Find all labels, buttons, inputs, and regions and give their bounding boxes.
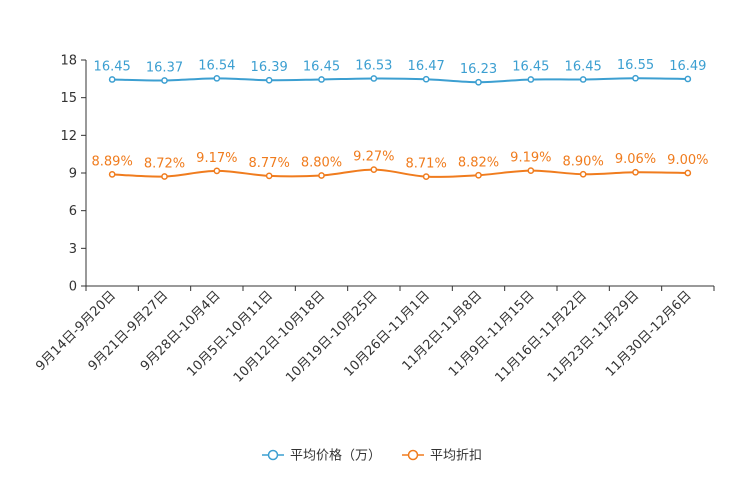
series-point-2[interactable] — [318, 172, 325, 179]
data-labels: 16.45 16.37 16.54 16.39 16.45 16.53 16.47 16.23… — [92, 58, 709, 171]
data-label-2: 9.19% — [510, 151, 551, 166]
series-point-1[interactable] — [213, 74, 221, 82]
series-point-1[interactable] — [370, 75, 378, 82]
series-point-2[interactable] — [265, 172, 273, 180]
series-point-1[interactable] — [684, 75, 692, 83]
series-point-2[interactable] — [684, 169, 692, 177]
series-point-2[interactable] — [579, 170, 587, 178]
y-tick-label: 3 — [69, 242, 77, 257]
data-label-1: 16.47 — [408, 59, 445, 74]
legend-marker-icon — [407, 449, 419, 461]
data-label-1: 16.45 — [565, 59, 602, 74]
legend-label: 平均价格（万） — [290, 448, 381, 464]
series-point-2[interactable] — [161, 173, 168, 180]
data-label-1: 16.45 — [94, 59, 131, 74]
series-point-1[interactable] — [318, 76, 325, 83]
series-line-2 — [112, 168, 688, 178]
legend-label: 平均折扣 — [430, 449, 482, 464]
data-label-2: 8.71% — [406, 157, 447, 172]
data-label-1: 16.23 — [460, 62, 497, 77]
series-point-1[interactable] — [527, 76, 535, 83]
y-tick-label: 12 — [60, 129, 77, 144]
data-label-2: 8.89% — [92, 154, 133, 169]
series-point-1[interactable] — [422, 75, 430, 83]
data-label-1: 16.45 — [303, 59, 340, 74]
data-label-2: 8.90% — [563, 154, 604, 169]
legend-marker-icon — [267, 449, 279, 461]
series-point-1[interactable] — [265, 76, 273, 84]
series-point-1[interactable] — [632, 74, 639, 82]
series-point-2[interactable] — [475, 171, 482, 179]
series-point-2[interactable] — [213, 167, 221, 175]
series-point-1[interactable] — [579, 76, 587, 83]
data-label-2: 9.27% — [353, 150, 394, 165]
series-point-1[interactable] — [475, 78, 482, 86]
x-category-label: 11月23日-11月29日 — [545, 288, 642, 385]
data-label-1: 16.45 — [512, 59, 549, 74]
series-point-2[interactable] — [370, 166, 378, 173]
y-tick-label: 6 — [69, 204, 77, 219]
series-point-2[interactable] — [527, 167, 535, 174]
legend-item-1[interactable]: 平均价格（万） — [262, 448, 381, 464]
data-label-1: 16.39 — [251, 60, 288, 75]
data-label-2: 8.77% — [249, 156, 290, 171]
y-tick-label: 9 — [69, 167, 77, 182]
data-label-2: 8.82% — [458, 155, 499, 170]
legend: 平均价格（万） 平均折扣 — [262, 448, 482, 464]
data-label-2: 9.06% — [615, 152, 656, 167]
data-label-1: 16.54 — [198, 58, 235, 73]
axes: 03691215189月14日-9月20日9月21日-9月27日9月28日-10… — [33, 54, 715, 386]
data-label-2: 8.80% — [301, 156, 342, 171]
y-tick-label: 18 — [60, 54, 77, 69]
legend-item-2[interactable]: 平均折扣 — [402, 449, 482, 464]
data-label-1: 16.37 — [146, 60, 183, 75]
data-label-1: 16.53 — [355, 58, 392, 73]
y-tick-label: 0 — [69, 280, 77, 295]
x-category-label: 11月16日-11月22日 — [493, 288, 590, 385]
series-layer — [108, 74, 692, 180]
series-point-1[interactable] — [161, 77, 168, 84]
data-label-2: 9.17% — [196, 151, 237, 166]
series-point-2[interactable] — [422, 173, 430, 180]
data-label-2: 9.00% — [667, 153, 708, 168]
series-point-2[interactable] — [632, 168, 639, 176]
series-line-1 — [112, 77, 688, 84]
series-point-2[interactable] — [108, 171, 116, 178]
x-category-label: 10月12日-10月18日 — [231, 288, 328, 385]
data-label-1: 16.49 — [669, 59, 706, 74]
x-category-label: 10月19日-10月25日 — [283, 288, 380, 385]
data-label-2: 8.72% — [144, 157, 185, 172]
series-point-1[interactable] — [108, 76, 116, 83]
data-label-1: 16.55 — [617, 58, 654, 73]
y-tick-label: 15 — [60, 91, 77, 106]
